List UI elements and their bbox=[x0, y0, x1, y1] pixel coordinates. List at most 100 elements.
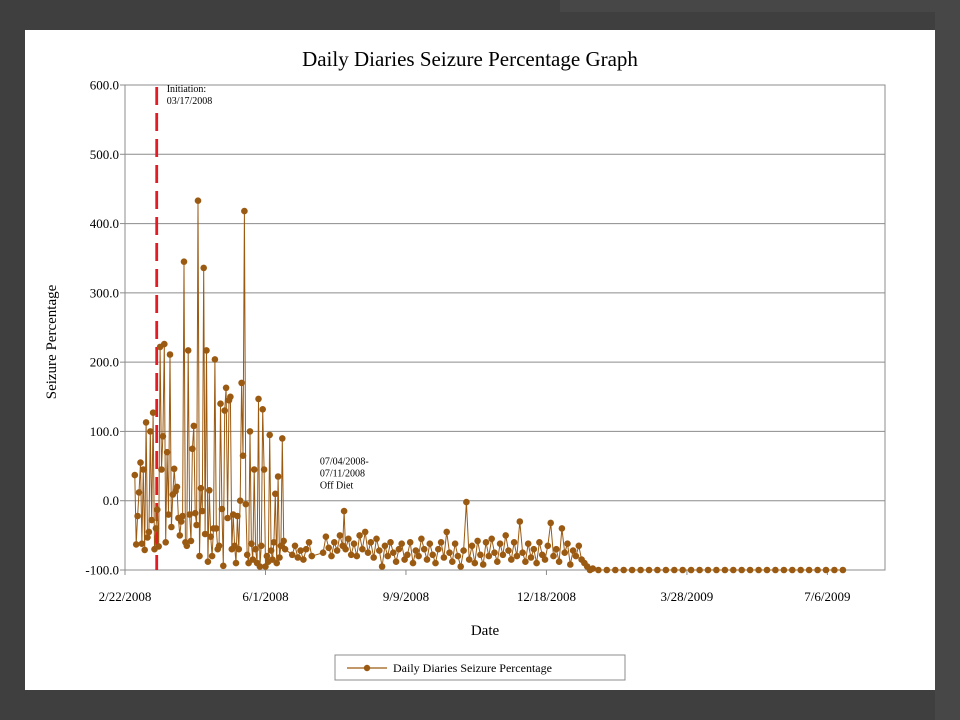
data-point bbox=[294, 554, 302, 561]
data-point bbox=[215, 542, 223, 550]
data-point bbox=[322, 533, 330, 540]
data-point bbox=[361, 528, 369, 536]
annotation-text: Off Diet bbox=[320, 481, 354, 492]
data-point bbox=[418, 535, 425, 543]
data-point bbox=[260, 466, 268, 473]
data-point bbox=[530, 545, 538, 553]
data-point bbox=[165, 511, 172, 518]
data-point bbox=[429, 551, 437, 559]
data-point bbox=[645, 566, 653, 574]
data-point bbox=[158, 466, 165, 473]
data-point bbox=[376, 547, 383, 554]
data-point bbox=[662, 566, 670, 574]
annotation-text: 07/11/2008 bbox=[320, 469, 365, 480]
data-point bbox=[387, 539, 394, 546]
data-point bbox=[328, 552, 335, 560]
data-point bbox=[199, 507, 206, 515]
data-point bbox=[154, 506, 161, 513]
data-point bbox=[488, 535, 496, 543]
data-point bbox=[137, 459, 144, 466]
data-point bbox=[131, 471, 139, 479]
data-point bbox=[384, 552, 392, 560]
data-point bbox=[194, 197, 202, 204]
data-point bbox=[494, 558, 501, 565]
data-point bbox=[721, 566, 729, 574]
data-point bbox=[180, 258, 188, 265]
data-point bbox=[533, 559, 540, 567]
data-point bbox=[679, 566, 686, 574]
data-point bbox=[468, 542, 476, 550]
data-point bbox=[449, 558, 456, 565]
data-point bbox=[524, 540, 532, 547]
x-tick-label: 12/18/2008 bbox=[517, 589, 576, 604]
data-point bbox=[189, 445, 196, 453]
data-point bbox=[140, 466, 147, 473]
data-point bbox=[671, 566, 678, 574]
data-point bbox=[213, 525, 220, 532]
data-point bbox=[485, 552, 493, 560]
data-point bbox=[168, 523, 175, 531]
data-point bbox=[572, 552, 580, 560]
data-point bbox=[342, 545, 349, 553]
data-point bbox=[138, 540, 146, 547]
data-point bbox=[149, 409, 157, 417]
data-point bbox=[220, 562, 227, 570]
data-point bbox=[567, 561, 574, 568]
data-point bbox=[603, 566, 611, 574]
legend: Daily Diaries Seizure Percentage bbox=[334, 654, 626, 681]
data-point bbox=[141, 546, 148, 554]
data-point bbox=[196, 552, 203, 560]
data-point bbox=[696, 566, 703, 574]
data-point bbox=[373, 535, 380, 543]
data-point bbox=[406, 539, 414, 546]
data-point bbox=[746, 566, 754, 574]
data-point bbox=[281, 545, 289, 553]
data-point bbox=[432, 559, 439, 567]
data-point bbox=[564, 540, 571, 547]
data-point bbox=[170, 465, 178, 473]
annotations: Initiation:03/17/2008 07/04/2008-07/11/20… bbox=[167, 84, 369, 492]
x-axis: 2/22/2008 6/1/2008 9/9/2008 12/18/2008 3/28/… bbox=[99, 570, 851, 604]
annotation-text: Initiation: bbox=[167, 84, 206, 95]
legend-label: Daily Diaries Seizure Percentage bbox=[393, 661, 552, 675]
data-point bbox=[589, 565, 597, 572]
data-point bbox=[390, 549, 397, 556]
data-point bbox=[222, 384, 230, 392]
data-point bbox=[516, 518, 524, 525]
data-point bbox=[446, 549, 453, 556]
data-point bbox=[184, 347, 192, 354]
data-point bbox=[471, 559, 479, 567]
data-point bbox=[409, 559, 417, 567]
data-point bbox=[527, 554, 535, 561]
data-point bbox=[272, 490, 279, 498]
data-point bbox=[232, 559, 240, 567]
data-point bbox=[221, 407, 228, 414]
data-point bbox=[704, 566, 712, 574]
data-point bbox=[191, 509, 199, 517]
data-point bbox=[797, 566, 804, 574]
x-tick-label: 2/22/2008 bbox=[99, 589, 152, 604]
data-point bbox=[238, 379, 245, 387]
data-point bbox=[243, 551, 251, 559]
data-point bbox=[780, 566, 788, 574]
data-point bbox=[250, 466, 258, 473]
data-point bbox=[239, 452, 247, 460]
annotation-text: 07/04/2008- bbox=[320, 457, 369, 468]
data-point bbox=[255, 395, 262, 403]
data-point bbox=[789, 566, 796, 574]
data-point bbox=[142, 419, 150, 426]
data-point bbox=[336, 532, 344, 539]
data-point bbox=[805, 566, 813, 574]
data-point bbox=[440, 554, 448, 561]
data-point bbox=[147, 428, 154, 435]
data-point bbox=[392, 558, 400, 565]
data-point bbox=[252, 545, 259, 553]
x-tick-label: 6/1/2008 bbox=[242, 589, 288, 604]
legend-marker bbox=[363, 664, 371, 672]
data-point bbox=[569, 547, 577, 554]
y-tick-label: 500.0 bbox=[90, 147, 119, 162]
background-stripe bbox=[935, 0, 960, 720]
data-point bbox=[211, 356, 219, 363]
data-point bbox=[381, 542, 389, 550]
data-point bbox=[364, 549, 372, 556]
